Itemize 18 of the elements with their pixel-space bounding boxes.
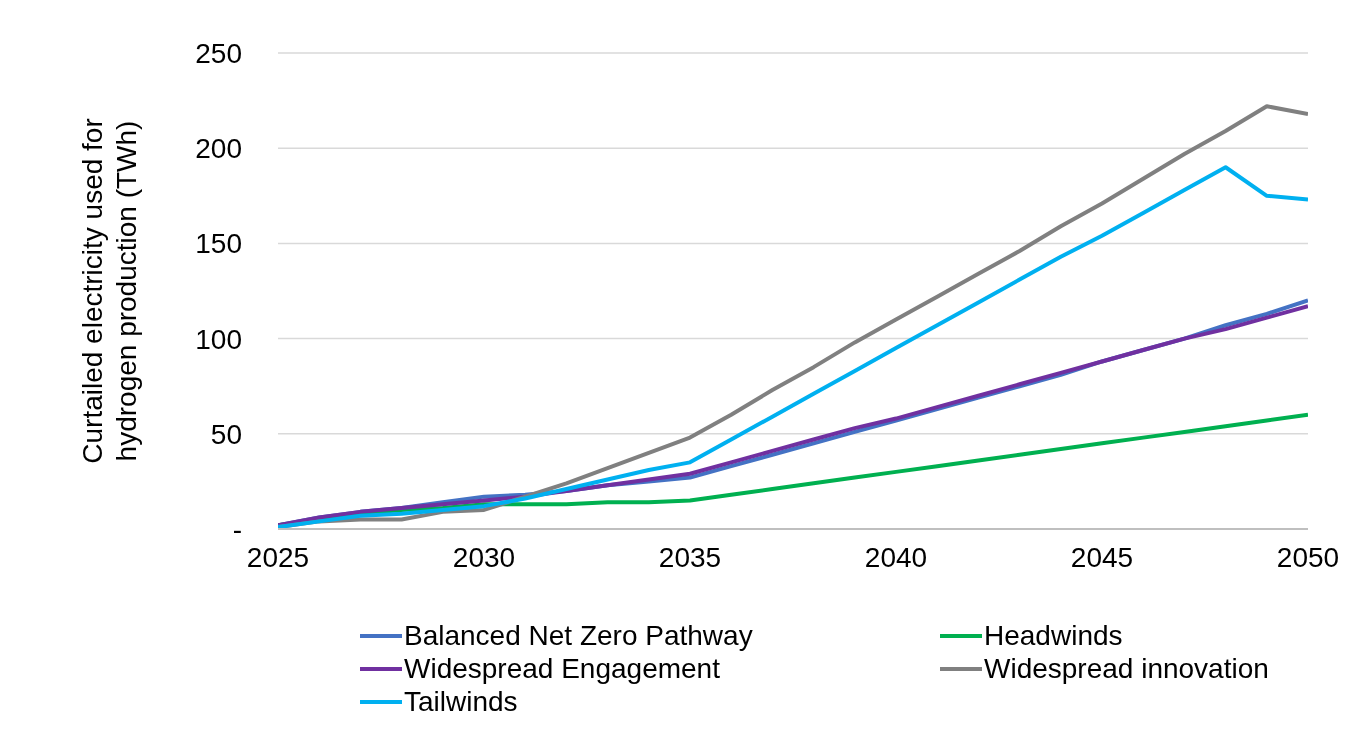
y-tick-label: -	[232, 513, 242, 545]
x-tick-label: 2030	[452, 541, 516, 573]
y-tick-label: 250	[195, 37, 242, 69]
y-axis-title: Curtailed electricity used for hydrogen production (TWh)	[77, 118, 142, 464]
x-tick-label: 2035	[658, 541, 722, 573]
x-tick-label: 2045	[1070, 541, 1134, 573]
x-tick-label: 2025	[246, 541, 310, 573]
x-tick-label: 2040	[864, 541, 928, 573]
y-tick-label: 100	[195, 323, 242, 355]
y-tick-label: 150	[195, 228, 242, 260]
x-tick-label: 2050	[1276, 541, 1340, 573]
y-tick-label: 50	[210, 418, 242, 450]
y-tick-label: 200	[195, 133, 242, 165]
legend-label: Balanced Net Zero Pathway	[404, 619, 753, 652]
legend-label: Widespread Engagement	[404, 652, 720, 685]
legend-label: Tailwinds	[404, 685, 518, 718]
legend-label: Widespread innovation	[984, 652, 1269, 685]
legend-label: Headwinds	[984, 619, 1123, 652]
